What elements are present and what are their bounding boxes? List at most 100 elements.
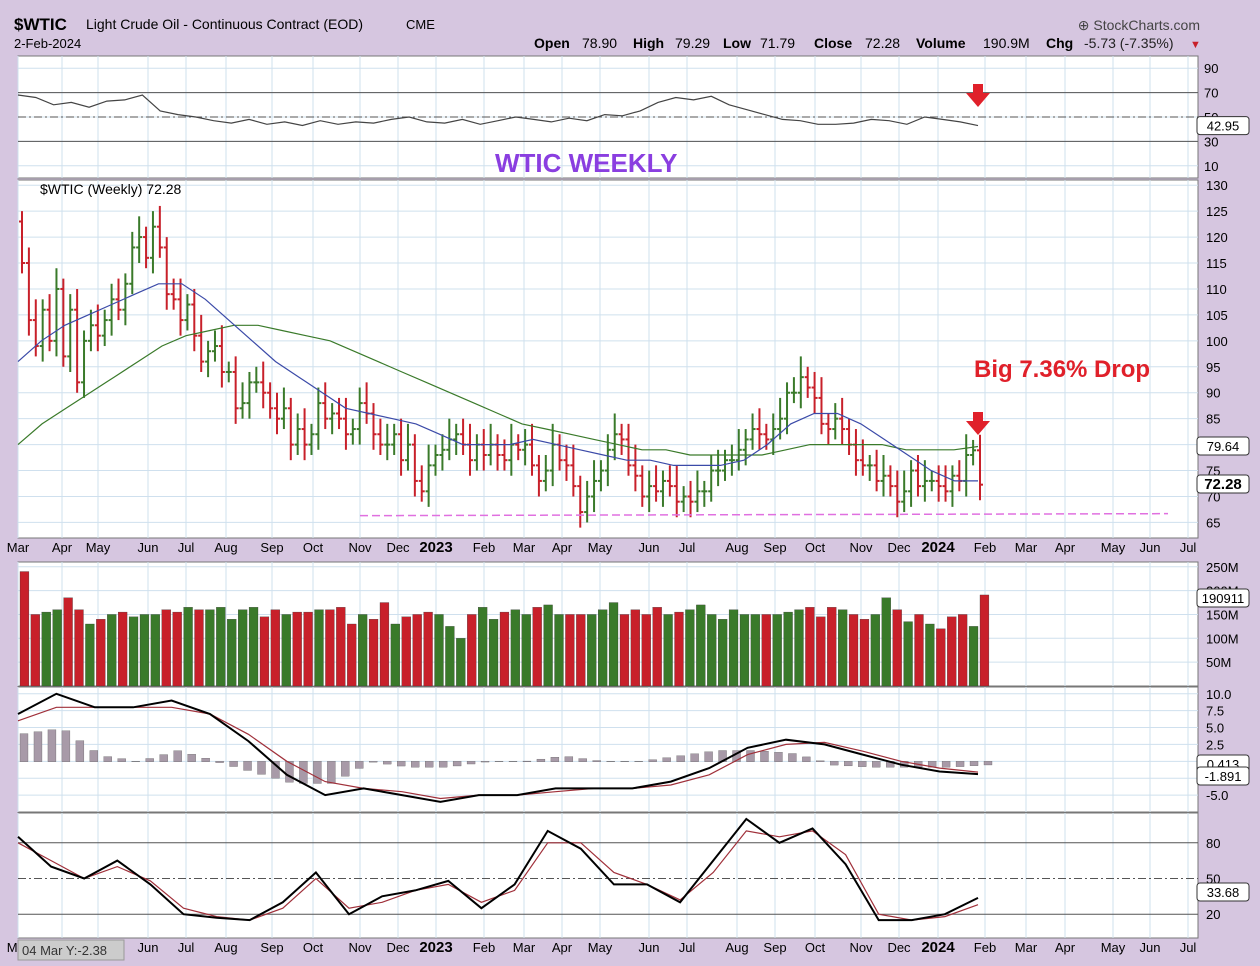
price-bar: [832, 403, 839, 440]
volume-bar: [641, 614, 651, 687]
price-bar: [294, 413, 301, 455]
price-bar: [625, 423, 632, 476]
volume-bar: [838, 609, 848, 687]
price-bar: [659, 470, 666, 507]
volume-bar: [958, 614, 968, 687]
macd-histogram-bar: [229, 761, 238, 767]
price-bar: [218, 325, 225, 388]
month-label: Jul: [679, 540, 696, 555]
month-label: Jul: [178, 940, 195, 955]
price-bar: [818, 377, 825, 435]
month-label: Dec: [887, 540, 911, 555]
month-label: Jun: [138, 540, 159, 555]
month-label: Jul: [1180, 540, 1197, 555]
price-bar: [149, 211, 156, 274]
macd-histogram-bar: [438, 761, 448, 768]
price-bar: [425, 444, 432, 507]
instrument-name: Light Crude Oil - Continuous Contract (E…: [86, 16, 363, 32]
price-bar: [398, 418, 405, 476]
axis-tick-label: 7.5: [1206, 704, 1224, 719]
month-label: 2024: [921, 539, 955, 556]
price-bar: [535, 454, 542, 497]
price-bar: [804, 366, 811, 398]
price-bar: [25, 247, 32, 336]
macd-histogram-bar: [19, 733, 29, 762]
volume-bar: [52, 609, 62, 687]
volume-bar: [521, 614, 531, 687]
price-bar: [646, 470, 653, 513]
volume-panel: [17, 561, 1199, 687]
volume-bar: [161, 609, 171, 687]
volume-bar: [816, 616, 826, 687]
price-bar: [198, 314, 205, 372]
volume-bar: [467, 614, 477, 687]
price-bar: [274, 392, 281, 435]
price-bar: [570, 444, 577, 497]
price-bar: [384, 423, 391, 461]
svg-text:Close: Close: [814, 35, 852, 51]
price-bar: [315, 387, 322, 450]
volume-bar: [783, 611, 793, 687]
volume-bar: [63, 597, 73, 687]
month-label: Apr: [1055, 540, 1076, 555]
volume-bar: [434, 614, 444, 687]
macd-histogram-bar: [494, 761, 504, 762]
price-bar: [391, 423, 398, 455]
volume-bar: [543, 604, 553, 687]
ma-value-tag-box: [1196, 436, 1250, 456]
price-bar: [87, 309, 94, 352]
price-bar: [894, 470, 901, 518]
volume-bar: [685, 609, 695, 687]
month-label: Sep: [260, 540, 283, 555]
month-label: Mar: [513, 540, 536, 555]
macd-histogram-bar: [145, 758, 154, 762]
macd-histogram-bar: [452, 761, 462, 767]
price-bar: [108, 283, 115, 336]
support-line: [359, 512, 1169, 517]
macd-histogram-bar: [201, 758, 210, 762]
volume-bar: [630, 609, 640, 687]
macd-histogram-bar: [858, 761, 867, 767]
price-bar: [356, 387, 363, 445]
volume-bar: [914, 614, 924, 687]
price-value-tag-text: 72.28: [1204, 476, 1242, 493]
svg-text:78.90: 78.90: [582, 35, 617, 51]
price-bar: [701, 480, 708, 507]
ma-slow-line: [17, 324, 979, 456]
price-bar: [522, 429, 529, 466]
month-label: Nov: [348, 940, 372, 955]
price-bar: [349, 418, 356, 445]
price-bar: [287, 397, 294, 461]
axis-tick-label: 50M: [1206, 655, 1231, 670]
rsi-value-tag: 42.95: [1196, 116, 1250, 136]
price-bar: [163, 237, 170, 310]
price-bar: [859, 439, 866, 476]
volume-bar: [652, 607, 662, 687]
stoch-k-line: [17, 817, 979, 922]
volume-bar: [532, 607, 542, 687]
volume-bar: [238, 609, 248, 687]
volume-bar: [292, 611, 302, 687]
volume-bar: [663, 614, 673, 687]
price-bar: [611, 413, 618, 461]
axis-tick-label: 20: [1206, 907, 1220, 922]
month-label: Oct: [805, 540, 826, 555]
macd-histogram-bar: [466, 761, 476, 765]
month-label: Dec: [386, 540, 410, 555]
price-bar: [94, 304, 101, 352]
month-label: Apr: [552, 540, 573, 555]
volume-bar: [358, 614, 368, 687]
volume-bar: [445, 626, 455, 687]
macd-histogram-bar: [844, 761, 853, 767]
macd-histogram-bar: [802, 756, 811, 762]
macd-histogram-bar: [620, 761, 629, 762]
price-bar: [177, 278, 184, 336]
axis-tick-label: -5.0: [1206, 788, 1228, 803]
stochastic-panel: [17, 812, 1199, 939]
price-bar: [81, 330, 88, 398]
volume-bar: [390, 623, 400, 687]
month-label: 2023: [419, 939, 452, 956]
price-bar: [280, 387, 287, 430]
macd-line-value-tag: -1.891: [1196, 766, 1250, 786]
price-bar: [797, 356, 804, 409]
